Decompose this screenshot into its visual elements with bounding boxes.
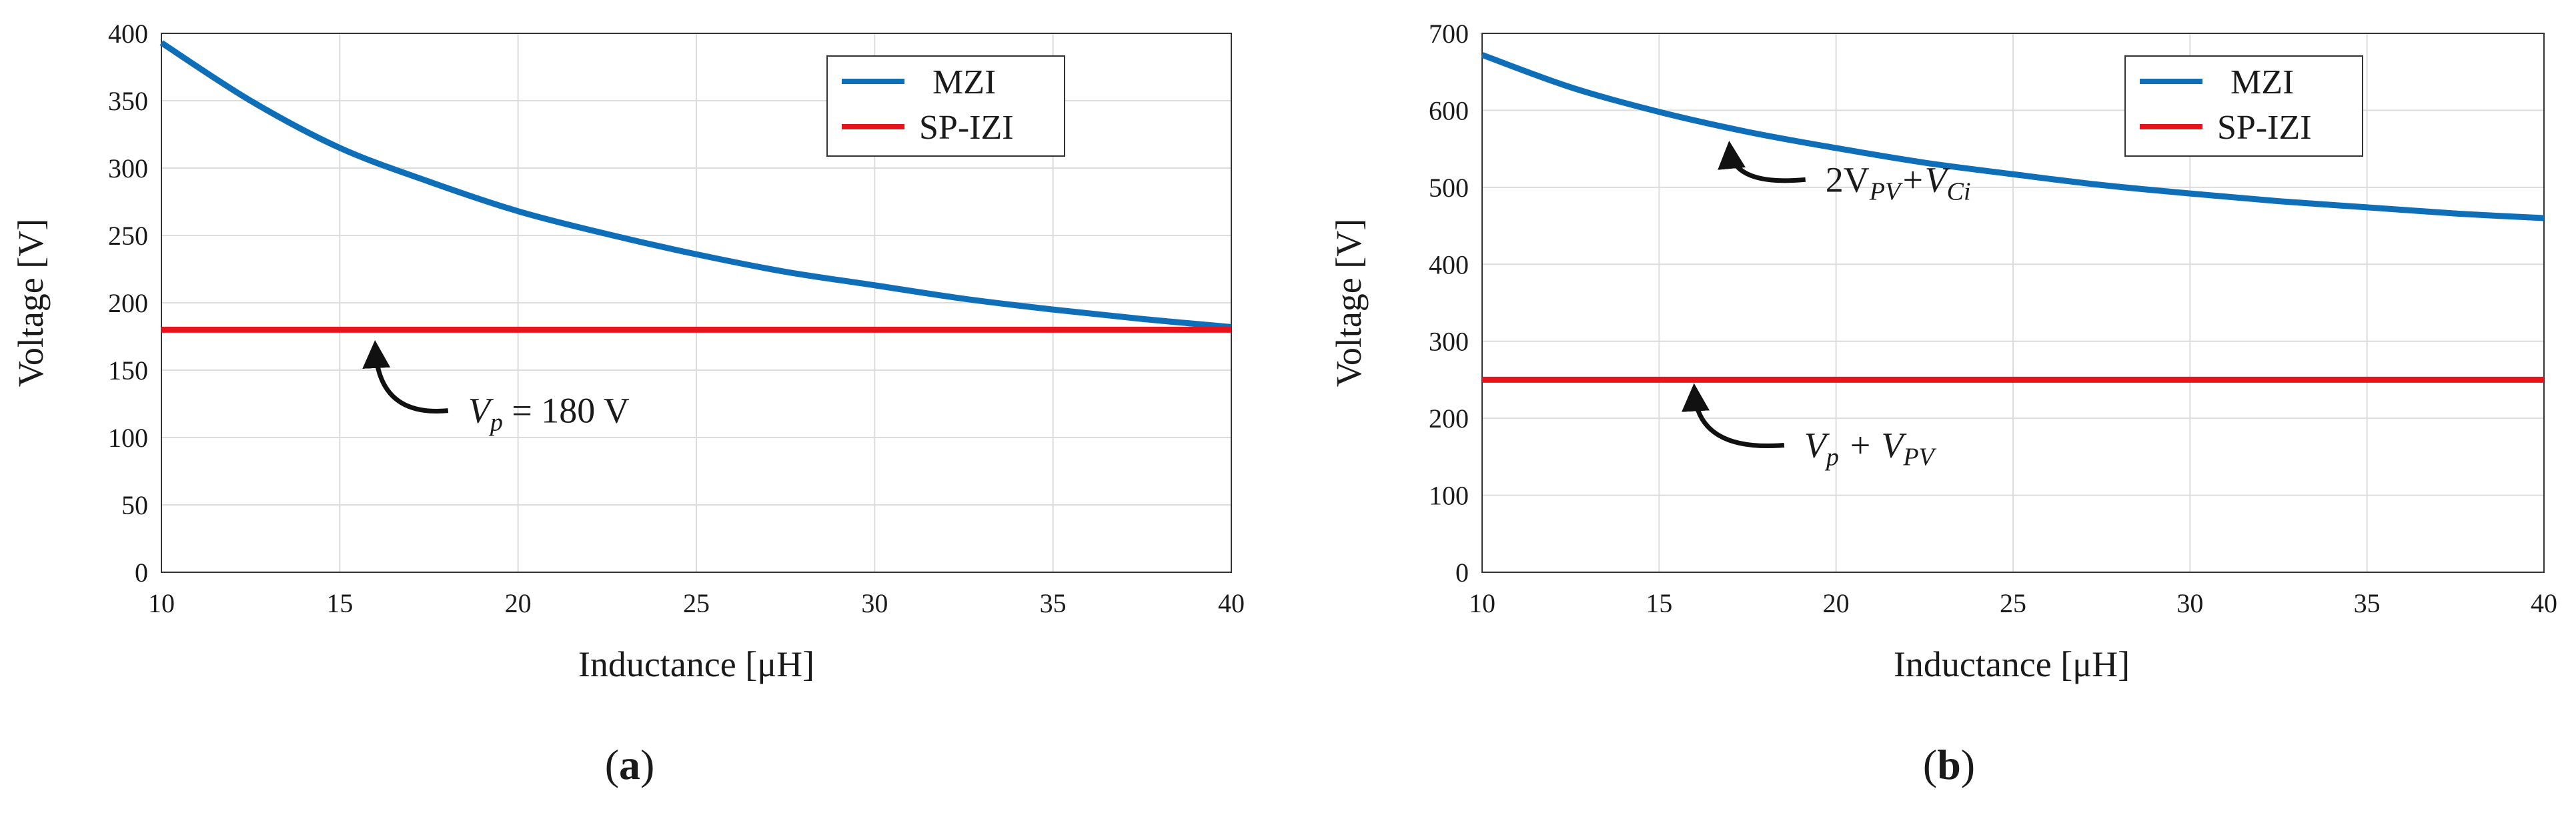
y-tick-label: 400 [108,19,148,49]
legend-label-spizi-a: SP-IZI [919,109,1014,147]
y-tick-label: 0 [135,558,148,588]
caption-b: (b) [1923,741,1975,788]
series-group-a [159,40,1232,333]
series-group-b [1481,52,2545,383]
annotation-mzi-b: 2VPV+VCi [1826,159,1971,205]
annotation-arrow-b-mzi [1718,141,1806,183]
y-ticks-a: 0 50 100 150 200 250 300 350 400 [108,19,148,588]
x-tick-label: 20 [505,588,532,618]
y-tick-label: 150 [108,355,148,385]
legend-label-mzi-b: MZI [2230,63,2294,101]
plot-frame-a [161,33,1232,573]
series-line-mzi [1481,52,2545,221]
x-tick-label: 10 [1469,588,1495,618]
y-ticks-b: 0 100 200 300 400 500 600 700 [1429,19,1469,588]
x-axis-label-a: Inductance [μH] [578,644,814,684]
x-tick-label: 35 [2354,588,2381,618]
y-tick-label: 600 [1429,95,1469,125]
x-tick-label: 15 [1646,588,1672,618]
x-tick-label: 40 [2531,588,2557,618]
x-tick-label: 35 [1040,588,1067,618]
x-ticks-a: 10 15 20 25 30 35 40 [148,588,1245,618]
x-tick-label: 10 [148,588,175,618]
x-tick-label: 25 [683,588,710,618]
x-ticks-b: 10 15 20 25 30 35 40 [1469,588,2557,618]
x-tick-label: 20 [1823,588,1850,618]
annotation-arrow-a [362,339,449,414]
y-axis-label-b: Voltage [V] [1329,219,1369,387]
y-tick-label: 250 [108,221,148,251]
x-tick-label: 25 [2000,588,2026,618]
x-tick-label: 30 [861,588,888,618]
grid-b [1481,33,2545,573]
grid-a [161,33,1232,573]
y-tick-label: 300 [108,153,148,183]
chart-b: 10 15 20 25 30 35 40 0 100 200 300 400 500 600 700 2V… [1329,19,2557,788]
x-tick-label: 15 [326,588,353,618]
legend-box-b [2124,55,2363,157]
y-tick-label: 700 [1429,19,1469,49]
chart-a: 10 15 20 25 30 35 40 050100150200250300350400 … [11,19,1245,788]
legend-a: MZI SP-IZI [826,55,1065,157]
caption-a: (a) [605,741,655,788]
legend-box-a [826,55,1065,157]
y-tick-label: 50 [121,490,148,520]
plot-frame-b [1481,33,2545,573]
y-tick-label: 200 [108,288,148,318]
legend-b: MZI SP-IZI [2124,55,2363,157]
x-axis-label-b: Inductance [μH] [1894,644,2130,684]
y-tick-label: 0 [1455,558,1469,588]
y-tick-label: 100 [1429,481,1469,511]
y-tick-label: 400 [1429,249,1469,279]
annotation-vp-a: Vp = 180 V [468,391,630,437]
y-tick-label: 500 [1429,173,1469,203]
y-tick-label: 350 [108,86,148,116]
legend-label-mzi-a: MZI [932,63,996,101]
y-tick-label: 200 [1429,403,1469,434]
series-line-mzi [159,40,1232,330]
y-axis-label-a: Voltage [V] [11,219,51,387]
x-tick-label: 30 [2176,588,2203,618]
annotation-spizi-b: Vp + VPV [1804,426,1937,472]
x-tick-label: 40 [1218,588,1245,618]
y-tick-label: 300 [1429,327,1469,357]
legend-label-spizi-b: SP-IZI [2217,109,2312,147]
annotation-arrow-b-spizi [1682,383,1785,448]
y-tick-label: 100 [108,423,148,453]
